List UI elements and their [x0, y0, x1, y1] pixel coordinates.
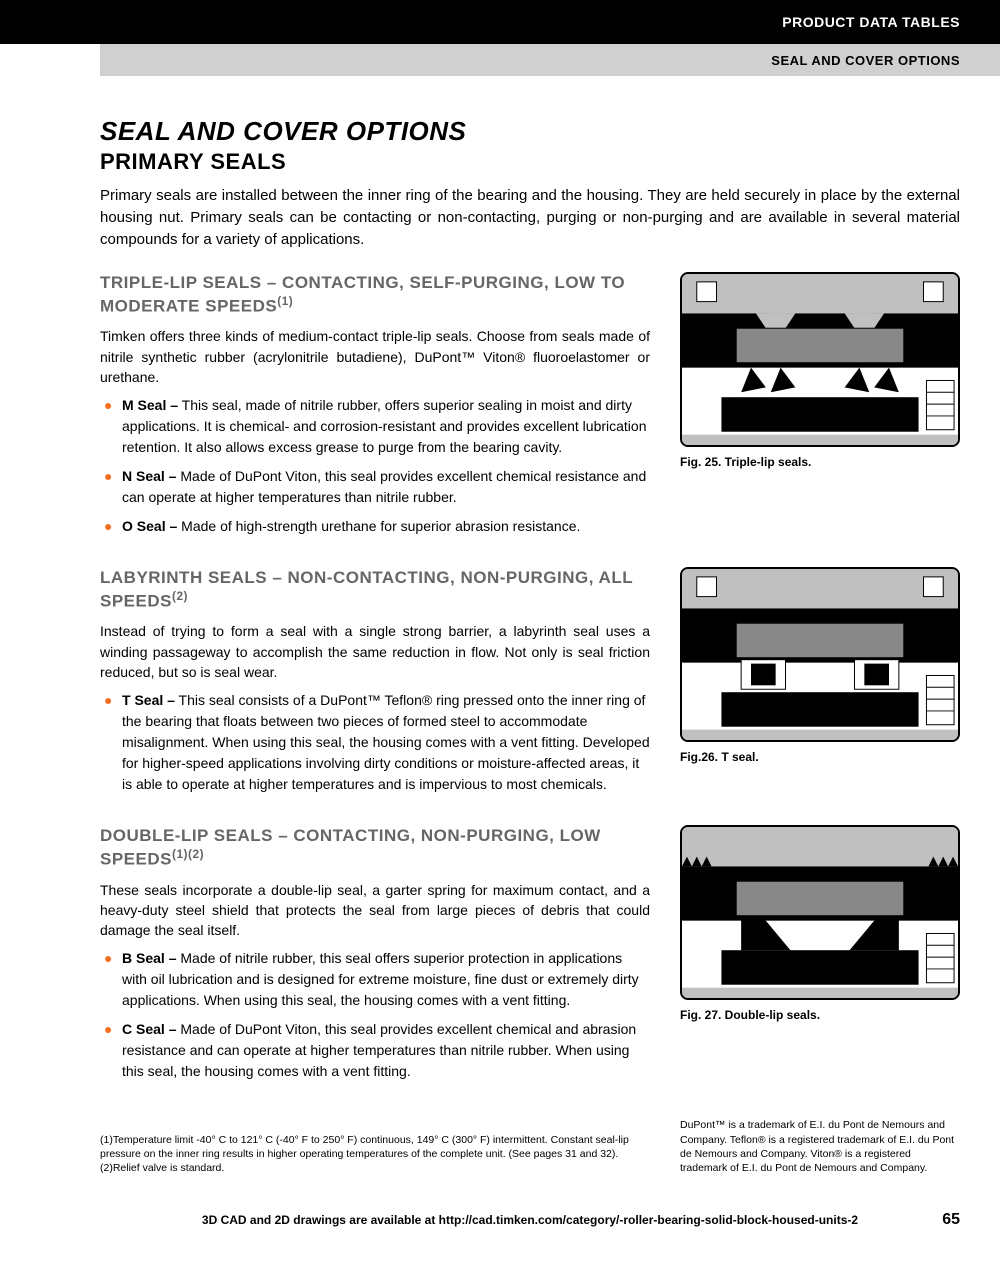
page-number: 65 — [942, 1211, 960, 1229]
footnote-2: (2)Relief valve is standard. — [100, 1161, 650, 1175]
seal-diagram-icon — [682, 569, 958, 742]
section-heading: LABYRINTH SEALS – NON-CONTACTING, NON-PU… — [100, 567, 650, 611]
intro-text: Primary seals are installed between the … — [100, 185, 960, 250]
section-text: TRIPLE-LIP SEALS – CONTACTING, SELF-PURG… — [100, 272, 650, 545]
figure-box — [680, 567, 960, 742]
section-heading: TRIPLE-LIP SEALS – CONTACTING, SELF-PURG… — [100, 272, 650, 316]
header-black-bar: PRODUCT DATA TABLES — [0, 0, 1000, 44]
header-gray-bar: SEAL AND COVER OPTIONS — [100, 44, 1000, 76]
page-footer: 3D CAD and 2D drawings are available at … — [0, 1195, 1000, 1247]
bullet-list: B Seal – Made of nitrile rubber, this se… — [100, 948, 650, 1082]
figure-labyrinth: Fig.26. T seal. — [680, 567, 960, 803]
list-item: C Seal – Made of DuPont Viton, this seal… — [100, 1019, 650, 1082]
section-heading: DOUBLE-LIP SEALS – CONTACTING, NON-PURGI… — [100, 825, 650, 869]
section-para: Timken offers three kinds of medium-cont… — [100, 326, 650, 387]
figure-caption: Fig. 25. Triple-lip seals. — [680, 455, 960, 469]
main-title: SEAL AND COVER OPTIONS — [100, 116, 960, 147]
list-item: O Seal – Made of high-strength urethane … — [100, 516, 650, 537]
section-text: LABYRINTH SEALS – NON-CONTACTING, NON-PU… — [100, 567, 650, 803]
section-labyrinth: LABYRINTH SEALS – NON-CONTACTING, NON-PU… — [100, 567, 960, 803]
sub-title: PRIMARY SEALS — [100, 149, 960, 175]
figure-box — [680, 272, 960, 447]
figure-caption: Fig. 27. Double-lip seals. — [680, 1008, 960, 1022]
section-double-lip: DOUBLE-LIP SEALS – CONTACTING, NON-PURGI… — [100, 825, 960, 1090]
seal-diagram-icon — [682, 274, 958, 447]
header-gray-text: SEAL AND COVER OPTIONS — [771, 53, 960, 68]
figure-double-lip: Fig. 27. Double-lip seals. — [680, 825, 960, 1090]
figure-box — [680, 825, 960, 1000]
figure-caption: Fig.26. T seal. — [680, 750, 960, 764]
bullet-list: M Seal – This seal, made of nitrile rubb… — [100, 395, 650, 537]
seal-diagram-icon — [682, 827, 958, 1000]
footnote-1: (1)Temperature limit -40° C to 121° C (-… — [100, 1133, 650, 1161]
page-content: SEAL AND COVER OPTIONS PRIMARY SEALS Pri… — [0, 76, 1000, 1195]
figure-triple-lip: Fig. 25. Triple-lip seals. — [680, 272, 960, 545]
bullet-list: T Seal – This seal consists of a DuPont™… — [100, 690, 650, 795]
list-item: B Seal – Made of nitrile rubber, this se… — [100, 948, 650, 1011]
header-black-text: PRODUCT DATA TABLES — [782, 14, 960, 30]
trademark-note: DuPont™ is a trademark of E.I. du Pont d… — [680, 1118, 960, 1175]
list-item: N Seal – Made of DuPont Viton, this seal… — [100, 466, 650, 508]
footnotes: (1)Temperature limit -40° C to 121° C (-… — [100, 1133, 650, 1176]
section-para: Instead of trying to form a seal with a … — [100, 621, 650, 682]
footer-text: 3D CAD and 2D drawings are available at … — [202, 1213, 858, 1227]
section-para: These seals incorporate a double-lip sea… — [100, 880, 650, 941]
section-triple-lip: TRIPLE-LIP SEALS – CONTACTING, SELF-PURG… — [100, 272, 960, 545]
bottom-notes: (1)Temperature limit -40° C to 121° C (-… — [100, 1112, 960, 1175]
list-item: M Seal – This seal, made of nitrile rubb… — [100, 395, 650, 458]
list-item: T Seal – This seal consists of a DuPont™… — [100, 690, 650, 795]
section-text: DOUBLE-LIP SEALS – CONTACTING, NON-PURGI… — [100, 825, 650, 1090]
